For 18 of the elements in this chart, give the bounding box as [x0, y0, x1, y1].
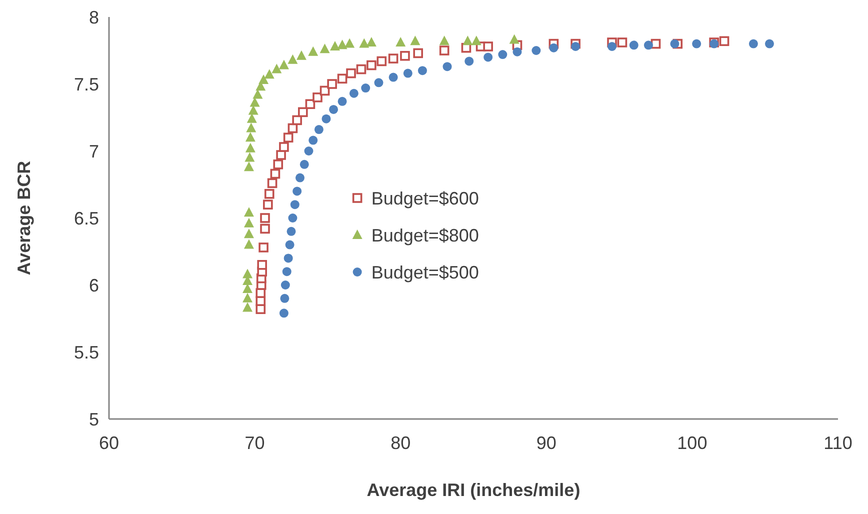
x-tick-label: 70	[244, 433, 265, 453]
x-tick-label: 110	[824, 433, 852, 453]
x-axis-title: Average IRI (inches/mile)	[366, 480, 580, 500]
y-tick-label: 8	[88, 7, 99, 28]
y-tick-label: 6	[88, 275, 99, 296]
legend-label: Budget=$600	[371, 188, 479, 208]
legend-label: Budget=$500	[371, 262, 479, 282]
legend-label: Budget=$800	[371, 225, 479, 246]
x-tick-label: 100	[677, 433, 708, 453]
y-tick-label: 7	[88, 141, 99, 162]
x-tick-label: 90	[536, 433, 556, 453]
x-tick-label: 80	[390, 433, 411, 453]
x-tick-label: 60	[98, 433, 120, 453]
y-tick-label: 5.5	[74, 342, 99, 362]
y-tick-label: 5	[88, 409, 99, 430]
y-axis-title: Average BCR	[14, 160, 34, 276]
y-tick-label: 6.5	[74, 208, 99, 228]
y-tick-label: 7.5	[74, 74, 99, 94]
